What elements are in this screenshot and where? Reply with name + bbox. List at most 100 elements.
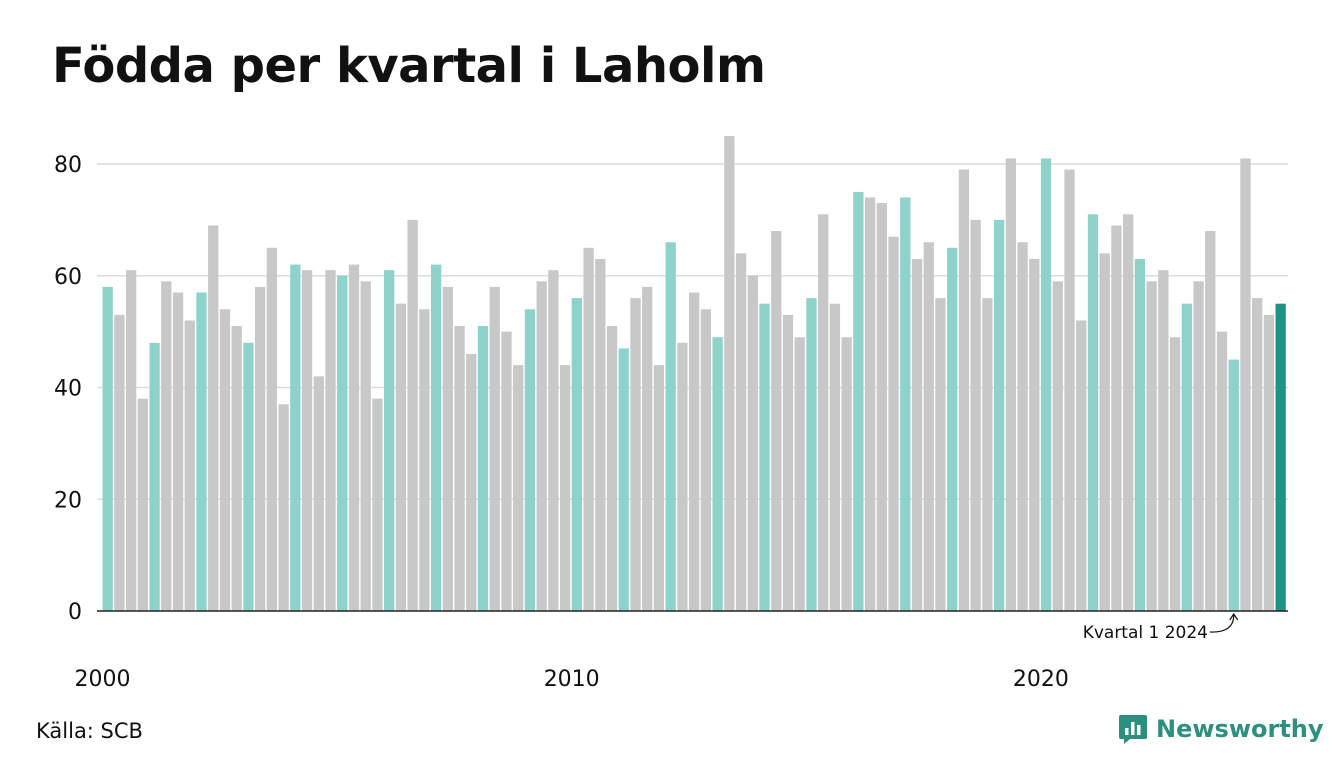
y-tick-label: 60 (54, 265, 82, 290)
bar (1240, 158, 1251, 611)
axes: 0 20 40 60 80 2000 2010 2020 (54, 153, 1288, 692)
bar (1087, 214, 1099, 612)
bar (724, 136, 735, 611)
bar (102, 286, 113, 611)
bar (794, 337, 805, 611)
bar (653, 365, 665, 611)
bar (583, 247, 594, 611)
bar (454, 326, 465, 611)
bar (219, 309, 231, 611)
bar-chart: 0 20 40 60 80 2000 2010 2020 Kvartal 1 2024 (54, 136, 1288, 692)
y-tick-label: 40 (54, 377, 82, 402)
bar (853, 191, 864, 611)
bar (1040, 158, 1052, 611)
bar (161, 281, 172, 611)
bar (442, 286, 453, 611)
bar (430, 264, 442, 611)
y-tick-label: 80 (54, 153, 82, 178)
bar (1052, 281, 1063, 611)
bar (325, 270, 336, 611)
bar (606, 326, 618, 611)
bar (360, 281, 371, 611)
bar (196, 292, 207, 611)
bar (184, 320, 195, 611)
bar (1252, 298, 1263, 611)
bar (1134, 258, 1146, 611)
bar (114, 314, 125, 611)
bar (1111, 225, 1122, 611)
bar (935, 298, 946, 611)
bar (301, 270, 313, 611)
bar (501, 331, 512, 612)
bar (970, 219, 981, 612)
bar (1205, 231, 1216, 612)
bar (700, 309, 712, 611)
x-tick-label: 2000 (75, 667, 131, 692)
x-tick-label: 2010 (544, 667, 600, 692)
bar (337, 275, 348, 611)
bar (1005, 158, 1017, 611)
bar (759, 303, 770, 611)
bar (172, 292, 184, 611)
bar (1123, 214, 1134, 612)
bar (1158, 270, 1169, 611)
newsworthy-logo-icon (1119, 715, 1147, 744)
bar (947, 247, 958, 611)
bar (149, 342, 160, 611)
bar (477, 326, 489, 611)
y-tick-label: 20 (54, 488, 82, 513)
bar (1146, 281, 1157, 611)
bar (841, 337, 852, 611)
bar (1076, 320, 1087, 611)
bar (536, 281, 547, 611)
bar (559, 365, 571, 611)
bar (747, 275, 758, 611)
bar (923, 242, 934, 611)
bar (1228, 359, 1239, 611)
bar (372, 398, 383, 611)
annotation: Kvartal 1 2024 (1083, 612, 1239, 643)
bar (642, 286, 653, 611)
bar (900, 197, 911, 611)
bar (384, 270, 395, 611)
bar (864, 197, 876, 611)
bar (1169, 337, 1181, 611)
bar (466, 353, 477, 611)
bar (290, 264, 301, 611)
bar (958, 169, 970, 611)
bar (818, 214, 829, 612)
bar (982, 298, 993, 611)
bar (254, 286, 266, 611)
bar (125, 270, 137, 611)
chart-title: Födda per kvartal i Laholm (52, 38, 766, 94)
bar (231, 326, 242, 611)
bar (313, 376, 324, 611)
bar (524, 309, 536, 611)
bar (1263, 314, 1275, 611)
bars (102, 136, 1286, 612)
bar (1275, 303, 1286, 611)
bar (419, 309, 430, 611)
bar (208, 225, 219, 611)
bar (712, 337, 723, 611)
bar (1216, 331, 1228, 612)
bar (911, 258, 923, 611)
brand-logo: Newsworthy (1118, 713, 1324, 745)
bar (266, 247, 278, 611)
bar (1193, 281, 1204, 611)
bar (595, 258, 606, 611)
bar (993, 219, 1005, 612)
bar (630, 298, 641, 611)
y-tick-label: 0 (68, 600, 82, 625)
bar (1064, 169, 1075, 611)
bar (548, 270, 559, 611)
bar (735, 253, 747, 611)
bar (782, 314, 794, 611)
bar (243, 342, 254, 611)
bar (571, 298, 582, 611)
bar (395, 303, 407, 611)
bar (1099, 253, 1110, 611)
bar (888, 236, 899, 611)
bar (665, 242, 676, 611)
bar (278, 404, 289, 611)
